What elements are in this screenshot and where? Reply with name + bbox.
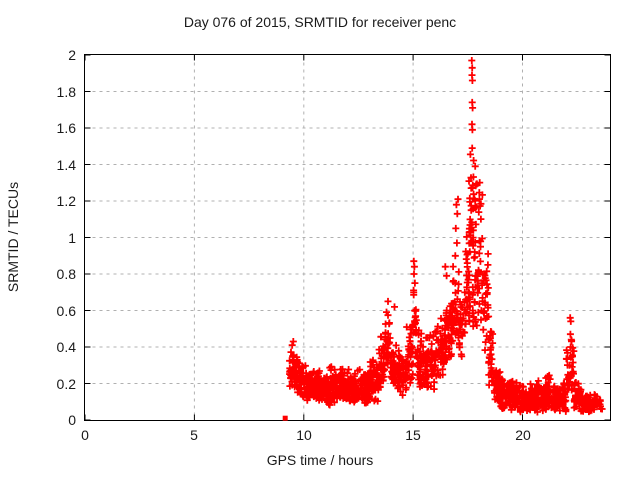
x-tick-label: 15: [405, 427, 421, 443]
y-tick-label: 0: [68, 412, 76, 428]
x-axis-label: GPS time / hours: [266, 452, 374, 468]
square-point: [282, 415, 288, 421]
y-tick-label: 1: [68, 230, 76, 246]
plot-frame: [84, 54, 611, 421]
gridlines: [85, 55, 610, 420]
y-tick-label: 1.4: [56, 157, 76, 173]
x-tick-label: 0: [81, 427, 89, 443]
y-tick-label: 1.6: [56, 120, 76, 136]
y-tick-label: 0.8: [56, 266, 76, 282]
y-tick-label: 0.2: [56, 376, 76, 392]
y-tick-label: 0.6: [56, 303, 76, 319]
y-tick-label: 1.2: [56, 193, 76, 209]
x-tick-label: 5: [190, 427, 198, 443]
scatter-points: [286, 57, 606, 416]
x-tick-label: 20: [515, 427, 531, 443]
chart-title: Day 076 of 2015, SRMTID for receiver pen…: [183, 14, 457, 30]
y-tick-label: 2: [68, 47, 76, 63]
y-tick-label: 0.4: [56, 339, 76, 355]
x-tick-label: 10: [296, 427, 312, 443]
y-tick-label: 1.8: [56, 84, 76, 100]
